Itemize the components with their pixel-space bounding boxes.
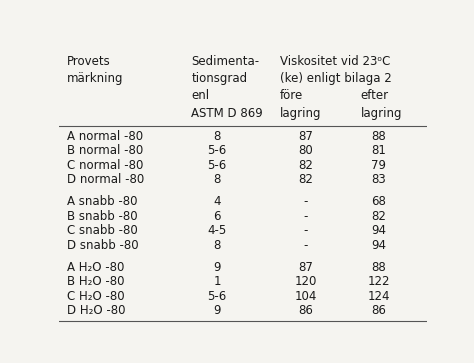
Text: 79: 79 [371, 159, 386, 172]
Text: 86: 86 [298, 304, 313, 317]
Text: 104: 104 [294, 290, 317, 303]
Text: D snabb -80: D snabb -80 [66, 239, 138, 252]
Text: lagring: lagring [280, 107, 321, 120]
Text: 88: 88 [372, 130, 386, 143]
Text: A H₂O -80: A H₂O -80 [66, 261, 124, 273]
Text: 87: 87 [298, 261, 313, 273]
Text: B normal -80: B normal -80 [66, 144, 143, 157]
Text: 122: 122 [368, 275, 390, 288]
Text: 8: 8 [213, 173, 221, 186]
Text: 9: 9 [213, 304, 221, 317]
Text: 4-5: 4-5 [208, 224, 227, 237]
Text: 82: 82 [372, 209, 386, 223]
Text: C H₂O -80: C H₂O -80 [66, 290, 124, 303]
Text: B H₂O -80: B H₂O -80 [66, 275, 124, 288]
Text: -: - [303, 195, 308, 208]
Text: tionsgrad: tionsgrad [191, 72, 247, 85]
Text: 1: 1 [213, 275, 221, 288]
Text: D H₂O -80: D H₂O -80 [66, 304, 125, 317]
Text: (ke) enligt bilaga 2: (ke) enligt bilaga 2 [280, 72, 392, 85]
Text: 80: 80 [298, 144, 313, 157]
Text: A normal -80: A normal -80 [66, 130, 143, 143]
Text: -: - [303, 224, 308, 237]
Text: Viskositet vid 23ᵒC: Viskositet vid 23ᵒC [280, 55, 390, 68]
Text: 9: 9 [213, 261, 221, 273]
Text: 82: 82 [298, 173, 313, 186]
Text: före: före [280, 89, 303, 102]
Text: A snabb -80: A snabb -80 [66, 195, 137, 208]
Text: 4: 4 [213, 195, 221, 208]
Text: lagring: lagring [360, 107, 402, 120]
Text: 94: 94 [371, 239, 386, 252]
Text: 5-6: 5-6 [208, 290, 227, 303]
Text: efter: efter [360, 89, 389, 102]
Text: B snabb -80: B snabb -80 [66, 209, 137, 223]
Text: Provets: Provets [66, 55, 110, 68]
Text: 82: 82 [298, 159, 313, 172]
Text: Sedimenta-: Sedimenta- [191, 55, 260, 68]
Text: 124: 124 [368, 290, 390, 303]
Text: -: - [303, 209, 308, 223]
Text: 5-6: 5-6 [208, 144, 227, 157]
Text: 6: 6 [213, 209, 221, 223]
Text: C normal -80: C normal -80 [66, 159, 143, 172]
Text: enl: enl [191, 89, 210, 102]
Text: -: - [303, 239, 308, 252]
Text: märkning: märkning [66, 72, 123, 85]
Text: 8: 8 [213, 130, 221, 143]
Text: D normal -80: D normal -80 [66, 173, 144, 186]
Text: 8: 8 [213, 239, 221, 252]
Text: 5-6: 5-6 [208, 159, 227, 172]
Text: 87: 87 [298, 130, 313, 143]
Text: 94: 94 [371, 224, 386, 237]
Text: 88: 88 [372, 261, 386, 273]
Text: 81: 81 [372, 144, 386, 157]
Text: ASTM D 869: ASTM D 869 [191, 107, 263, 120]
Text: 120: 120 [294, 275, 317, 288]
Text: C snabb -80: C snabb -80 [66, 224, 137, 237]
Text: 83: 83 [372, 173, 386, 186]
Text: 68: 68 [372, 195, 386, 208]
Text: 86: 86 [372, 304, 386, 317]
